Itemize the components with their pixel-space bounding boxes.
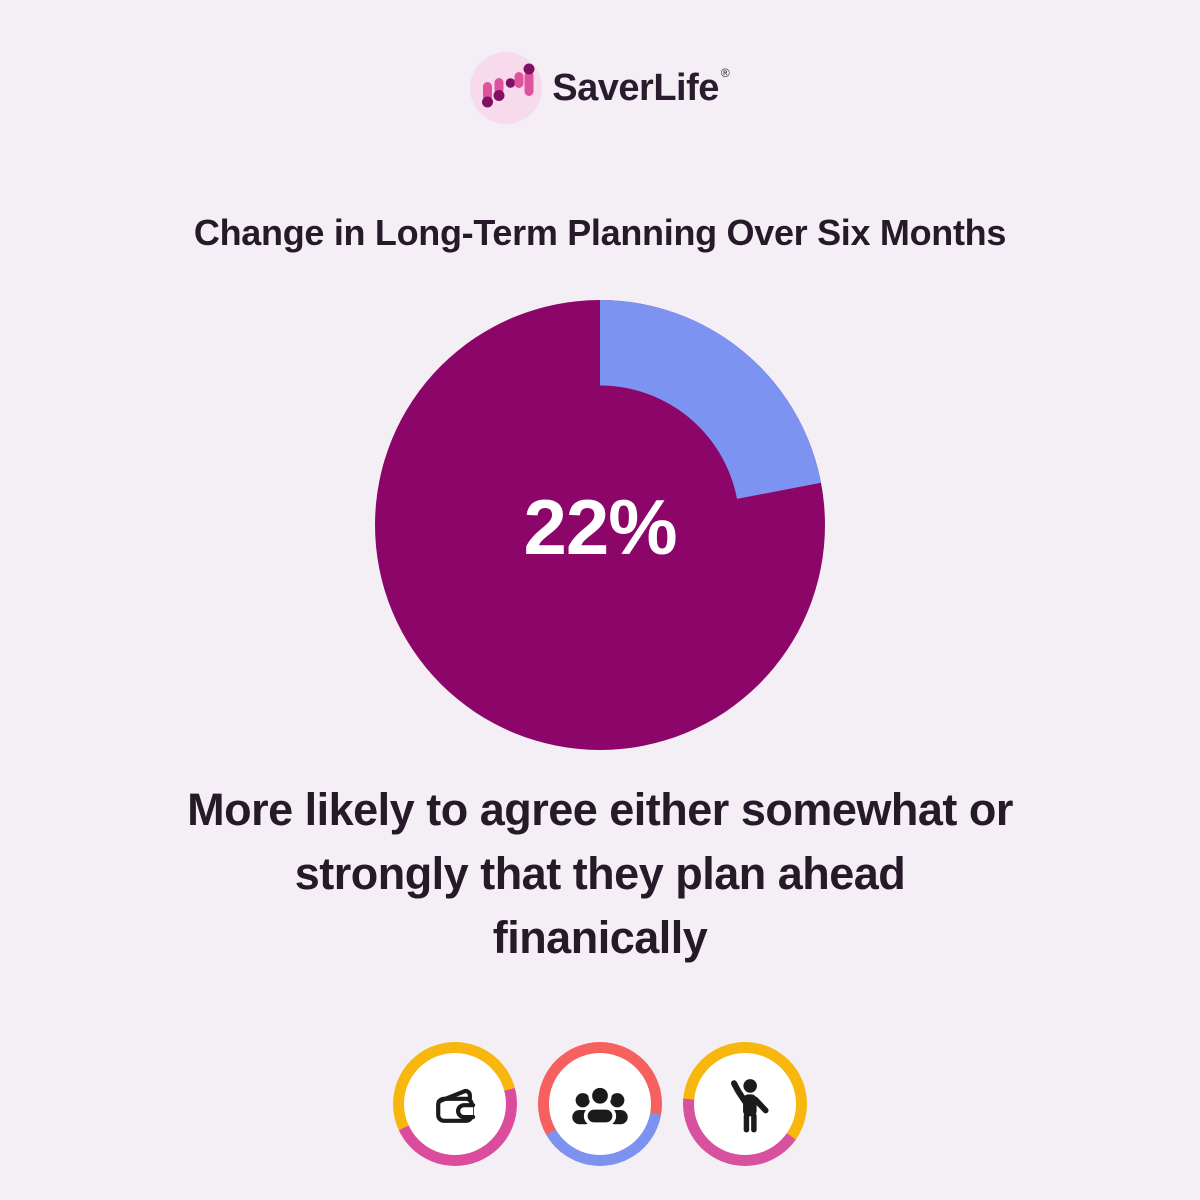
- pie-chart: 22%: [0, 300, 1200, 750]
- footer-icon-badges: [0, 1042, 1200, 1166]
- saverlife-logo: SaverLife ®: [0, 0, 1200, 124]
- wallet-badge-inner: [404, 1053, 506, 1155]
- people-group-badge-inner: [549, 1053, 651, 1155]
- person-raising-hand-icon: [730, 1079, 769, 1133]
- caption-line-1: More likely to agree either somewhat or: [187, 784, 1013, 835]
- people-group-badge: [538, 1042, 662, 1166]
- pie-center-disc: [460, 385, 740, 665]
- chart-caption: More likely to agree either somewhat or …: [0, 778, 1200, 970]
- wallet-badge: [393, 1042, 517, 1166]
- pie-chart-svg: 22%: [375, 300, 825, 750]
- saverlife-logo-icon: [470, 52, 543, 124]
- caption-line-2: strongly that they plan ahead: [294, 848, 906, 899]
- wallet-icon: [436, 1089, 476, 1123]
- people-group-icon: [572, 1084, 628, 1127]
- caption-line-3: finanically: [492, 912, 708, 963]
- person-raising-hand-badge-inner: [694, 1053, 796, 1155]
- person-raising-hand-badge: [683, 1042, 807, 1166]
- pie-center-label: 22%: [523, 483, 676, 571]
- brand-name: SaverLife: [552, 67, 719, 109]
- registered-trademark-symbol: ®: [720, 66, 730, 80]
- chart-title: Change in Long-Term Planning Over Six Mo…: [193, 212, 1007, 253]
